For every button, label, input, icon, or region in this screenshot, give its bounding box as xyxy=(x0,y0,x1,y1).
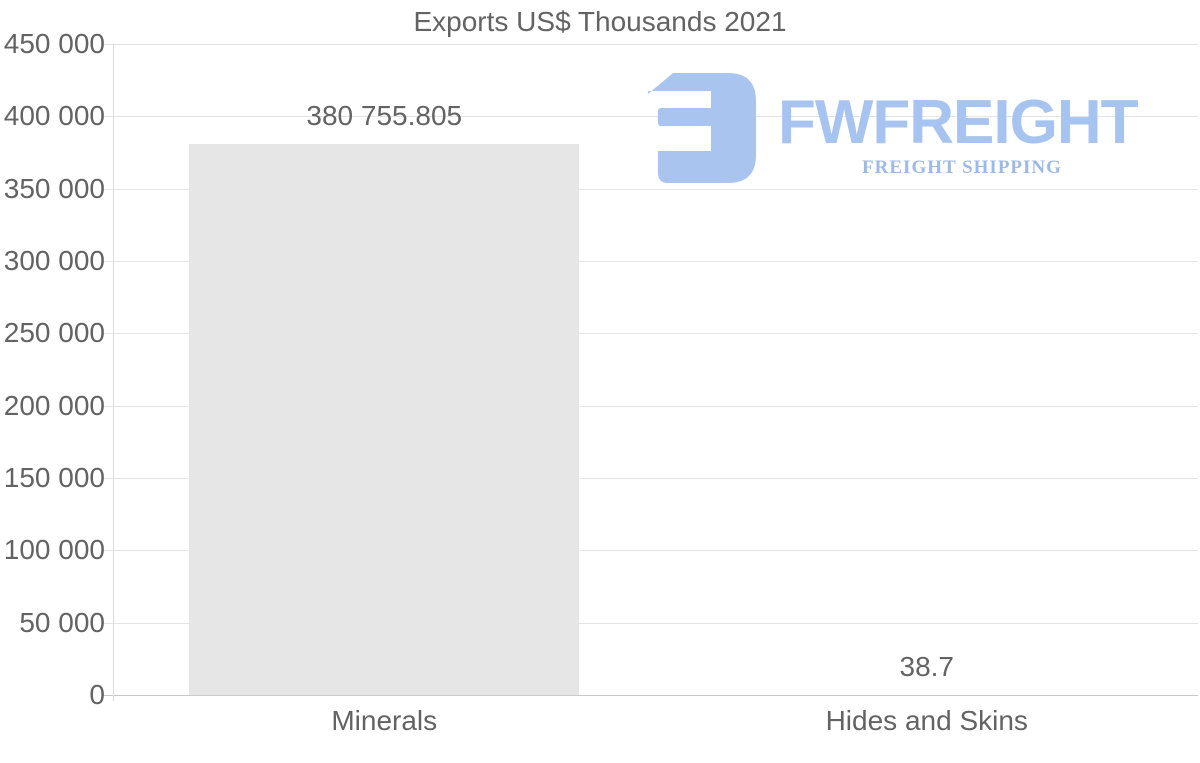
y-axis-tick-label: 450 000 xyxy=(3,28,105,59)
x-axis-category-label: Hides and Skins xyxy=(825,705,1028,736)
y-axis-tick-label: 0 xyxy=(89,679,105,710)
y-axis-tick-label: 250 000 xyxy=(3,317,105,349)
y-axis-tick-label: 300 000 xyxy=(3,245,105,276)
bar-minerals xyxy=(189,144,580,695)
watermark-logo: FWFREIGHT FREIGHT SHIPPING xyxy=(648,68,1153,193)
bar-value-label: 380 755.805 xyxy=(306,100,463,132)
y-axis-tick-label: 350 000 xyxy=(3,172,105,204)
gridline xyxy=(103,478,1198,479)
gridline xyxy=(103,261,1198,262)
gridline xyxy=(103,405,1198,407)
y-axis-tick-label: 400 000 xyxy=(3,100,105,132)
fwfreight-logo-icon xyxy=(648,73,756,183)
gridline xyxy=(103,116,1198,118)
watermark-text-block: FWFREIGHT FREIGHT SHIPPING xyxy=(778,88,1146,178)
x-axis-line xyxy=(103,695,1198,696)
watermark-tagline-text: FREIGHT SHIPPING xyxy=(862,157,1062,178)
bar-value-label: 38.7 xyxy=(899,650,955,682)
x-axis-category-label: Minerals xyxy=(331,705,438,736)
y-axis-tick-label: 200 000 xyxy=(3,389,105,421)
y-axis-tick-label: 50 000 xyxy=(19,606,105,638)
watermark-brand-text: FWFREIGHT xyxy=(778,88,1139,157)
gridline xyxy=(103,622,1198,624)
chart-title: Exports US$ Thousands 2021 xyxy=(413,6,787,37)
gridline xyxy=(103,188,1198,190)
gridline xyxy=(103,333,1198,335)
y-axis-tick-label: 150 000 xyxy=(3,462,105,493)
y-axis-line xyxy=(113,44,114,701)
y-axis-tick-label: 100 000 xyxy=(3,534,105,566)
gridline xyxy=(103,550,1198,552)
gridline xyxy=(103,44,1198,45)
